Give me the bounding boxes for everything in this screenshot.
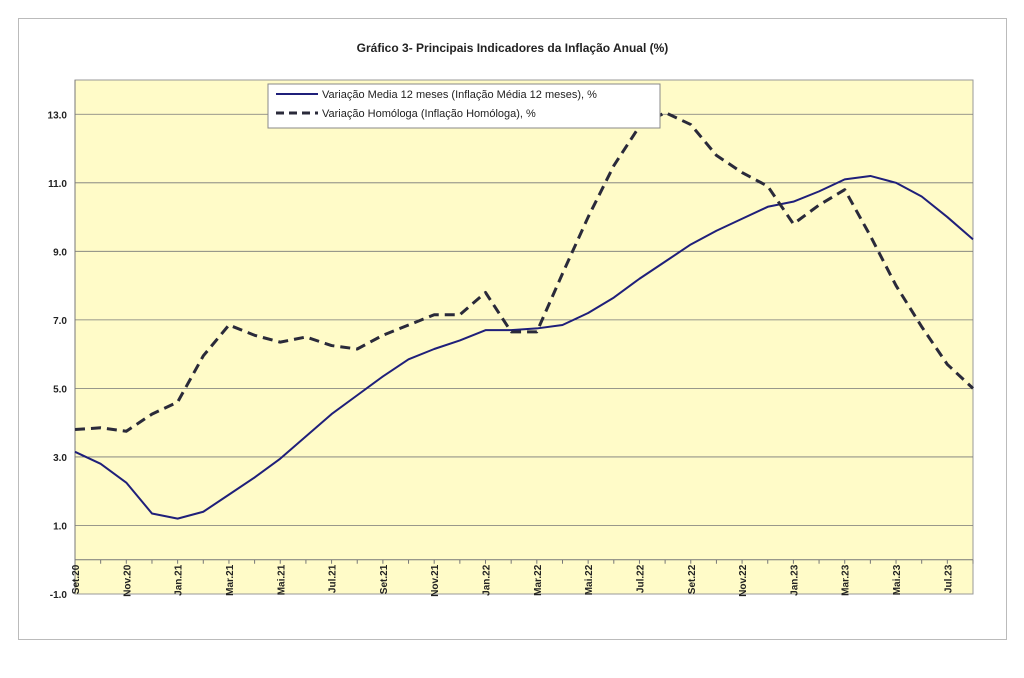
y-tick-label: 1.0 xyxy=(53,521,67,532)
y-tick-label: 7.0 xyxy=(53,316,67,327)
legend-box xyxy=(267,83,661,129)
y-tick-label: 9.0 xyxy=(53,247,67,258)
legend-label: Variação Homóloga (Inflação Homóloga), % xyxy=(322,108,536,120)
x-tick-label: Set.21 xyxy=(379,564,390,594)
x-tick-label: Jan.22 xyxy=(482,564,493,596)
x-tick-label: Mai.21 xyxy=(276,564,287,595)
legend-label: Variação Media 12 meses (Inflação Média … xyxy=(322,89,597,101)
x-tick-label: Mai.22 xyxy=(584,564,595,595)
x-tick-label: Mar.21 xyxy=(225,564,236,596)
x-tick-label: Set.22 xyxy=(687,564,698,594)
x-tick-label: Jul.21 xyxy=(328,564,339,593)
y-tick-label: 3.0 xyxy=(53,453,67,464)
series-line-media xyxy=(74,174,974,520)
x-tick-label: Mar.23 xyxy=(841,564,852,596)
y-tick-label: 11.0 xyxy=(48,179,67,190)
x-tick-label: Nov.21 xyxy=(430,564,441,596)
chart-title: Gráfico 3- Principais Indicadores da Inf… xyxy=(356,41,669,55)
x-tick-label: Nov.22 xyxy=(738,564,749,596)
x-tick-label: Mar.22 xyxy=(533,564,544,596)
y-tick-label: 13.0 xyxy=(48,110,68,121)
x-tick-label: Jul.23 xyxy=(943,564,954,593)
x-tick-label: Nov.20 xyxy=(122,564,133,596)
y-tick-label: -1.0 xyxy=(50,590,68,601)
x-tick-label: Jul.22 xyxy=(635,564,646,593)
y-tick-label: 5.0 xyxy=(53,384,67,395)
series-line-homologa xyxy=(74,111,975,433)
x-tick-label: Set.20 xyxy=(71,564,82,594)
x-tick-label: Jan.23 xyxy=(789,564,800,596)
x-tick-label: Mai.23 xyxy=(892,564,903,595)
plot-area xyxy=(74,79,974,595)
x-tick-label: Jan.21 xyxy=(174,564,185,596)
